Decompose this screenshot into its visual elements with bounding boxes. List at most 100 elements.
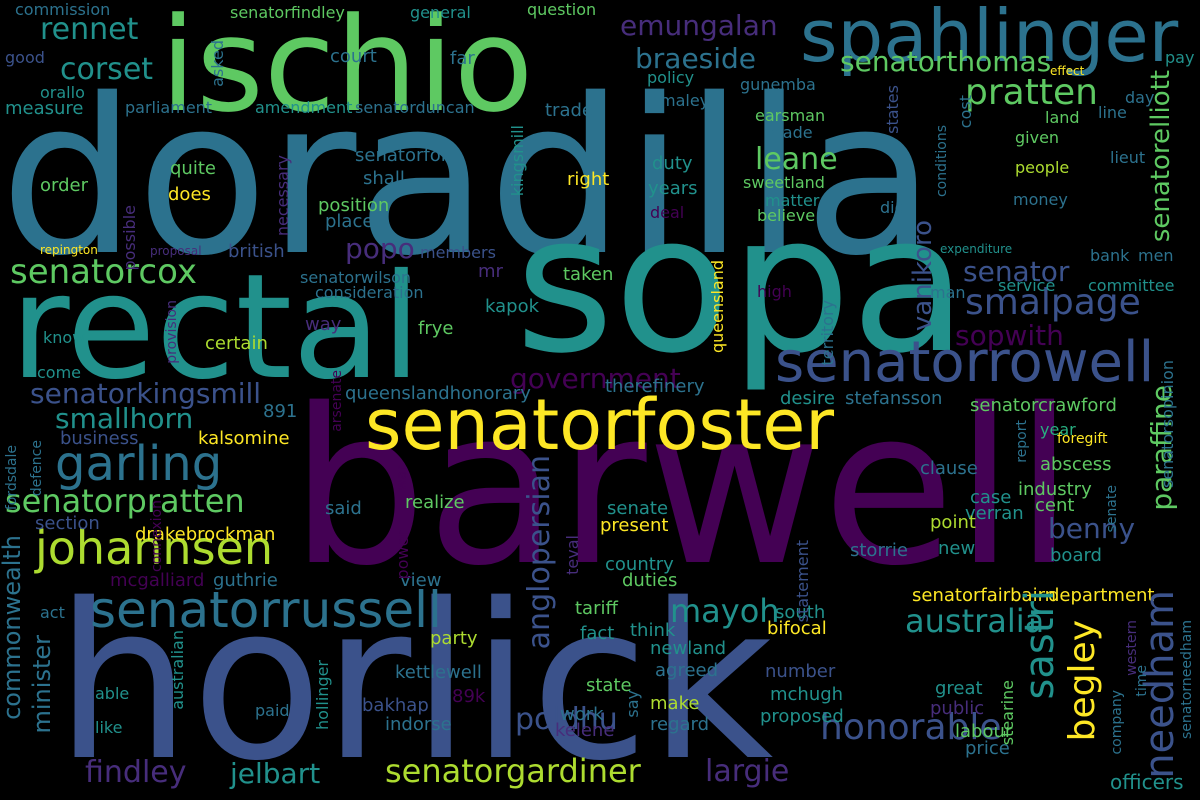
word-consideration: consideration: [315, 283, 424, 302]
word-does: does: [168, 184, 211, 205]
word-order: order: [40, 175, 88, 196]
word-sastri: sastri: [1017, 590, 1063, 700]
word-rectal: rectal: [10, 243, 422, 412]
word-abscess: abscess: [1040, 454, 1112, 475]
word-pratten: pratten: [965, 72, 1098, 113]
word-clause: clause: [920, 458, 978, 479]
word-public: public: [930, 698, 985, 719]
word-earsman: earsman: [755, 106, 826, 125]
word-jelbart: jelbart: [230, 757, 321, 790]
word-spahlinger: spahlinger: [800, 0, 1179, 78]
word-stearine: stearine: [998, 680, 1017, 746]
word-kingsmill: kingsmill: [508, 125, 527, 197]
word-service: service: [998, 276, 1056, 295]
word-fact: fact: [580, 623, 615, 644]
word-teval: teval: [563, 535, 582, 575]
word-bifocal: bifocal: [767, 618, 827, 639]
word-largie: largie: [705, 754, 790, 789]
word-state: state: [586, 675, 632, 696]
word-verran: verran: [965, 503, 1024, 524]
word-way: way: [305, 314, 342, 335]
word-senatorfairbairn: senatorfairbairn: [912, 585, 1057, 606]
word-senate: senate: [607, 498, 669, 519]
word-party: party: [430, 628, 478, 649]
word-territory: territory: [818, 300, 837, 366]
word-anglopersian: anglopersian: [522, 455, 557, 650]
word-senatorthomas: senatorthomas: [840, 45, 1052, 78]
word-indorse: indorse: [385, 714, 452, 735]
word-repington: repington: [40, 243, 98, 257]
word-year: year: [1040, 420, 1076, 439]
word-high: high: [757, 282, 792, 301]
word-board: board: [1050, 545, 1102, 566]
word-connexion: connexion: [149, 500, 165, 572]
word-western: western: [1124, 620, 1140, 676]
word-corset: corset: [60, 52, 154, 87]
word-effect: effect: [1050, 64, 1085, 78]
word-asked: asked: [208, 40, 227, 87]
word-pay: pay: [1165, 48, 1195, 67]
word-senatorcox: senatorcox: [10, 252, 197, 292]
word-benny: benny: [1048, 512, 1136, 545]
word-court: court: [330, 46, 377, 67]
word-commonwealth: commonwealth: [0, 535, 26, 720]
word-senatorneedham: senatorneedham: [1179, 620, 1195, 739]
word-stefansson: stefansson: [845, 388, 943, 409]
word-given: given: [1015, 128, 1060, 147]
word-measure: measure: [5, 98, 84, 119]
word-amendment: amendment: [255, 98, 353, 117]
word-great: great: [935, 678, 983, 699]
word-necessary: necessary: [273, 155, 292, 237]
word-power: power: [393, 530, 412, 580]
word-tariff: tariff: [575, 598, 618, 619]
word-money: money: [1013, 190, 1068, 209]
word-johannsen: johannsen: [35, 521, 273, 575]
word-deal: deal: [650, 203, 685, 222]
word-senatorwilson: senatorwilson: [300, 268, 412, 287]
word-british: british: [228, 241, 285, 262]
word-possible: possible: [120, 205, 139, 271]
word-fordsdale: fordsdale: [4, 445, 20, 511]
word-emungalan: emungalan: [620, 9, 778, 42]
word-barwell: barwell: [290, 362, 1075, 613]
word-honorable: honorable: [820, 707, 1002, 748]
word-storrie: storrie: [850, 540, 909, 561]
word-place: place: [325, 211, 374, 232]
word-newland: newland: [650, 638, 727, 659]
word-proposed: proposed: [760, 706, 844, 727]
word-orallo: orallo: [40, 83, 85, 102]
word-general: general: [410, 3, 471, 22]
word-popo: popo: [345, 232, 415, 265]
word-duties: duties: [622, 570, 678, 591]
word-new: new: [938, 538, 976, 559]
word-queenslandhonorary: queenslandhonorary: [345, 383, 531, 404]
word-regard: regard: [650, 714, 710, 735]
word-line: line: [1098, 103, 1127, 122]
word-leane: leane: [755, 142, 838, 177]
word-lieut: lieut: [1110, 148, 1146, 167]
word-work: work: [560, 704, 604, 725]
word-certain: certain: [205, 333, 268, 354]
word-people: people: [1015, 158, 1070, 177]
word-sopa: sopa: [515, 174, 968, 395]
word-kelene: kelene: [555, 720, 615, 741]
word-parliament: parliament: [125, 98, 213, 117]
word-policy: policy: [647, 68, 695, 87]
word-senate: senate: [1104, 485, 1120, 533]
word-view: view: [400, 570, 442, 591]
word-mayoh: mayoh: [670, 592, 780, 630]
word-committee: committee: [1088, 276, 1175, 295]
word-queensland: queensland: [708, 260, 727, 354]
word-country: country: [605, 554, 674, 575]
word-report: report: [1014, 420, 1030, 463]
word-quite: quite: [170, 158, 216, 179]
word-senatorrowell: senatorrowell: [775, 330, 1155, 395]
word-question: question: [527, 0, 597, 19]
word-senatorfoster: senatorfoster: [365, 384, 835, 466]
word-agreed: agreed: [655, 660, 719, 681]
word-land: land: [1045, 108, 1080, 127]
word-sweetland: sweetland: [743, 173, 825, 192]
word-point: point: [930, 512, 976, 533]
word-kalsomine: kalsomine: [198, 428, 290, 449]
word-senatorelliott: senatorelliott: [1146, 70, 1176, 243]
